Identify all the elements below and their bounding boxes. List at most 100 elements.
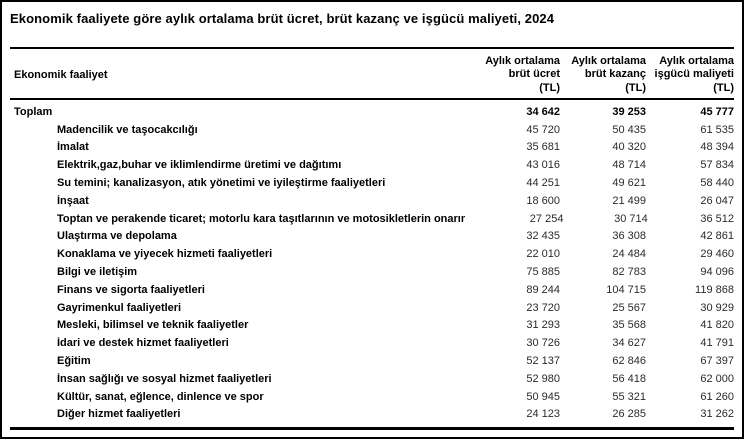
row-label: Toplam: [14, 105, 53, 118]
row-value-gross-wage: 52 980: [526, 372, 560, 385]
row-value-gross-earnings: 48 714: [612, 159, 646, 172]
row-value-labour-cost: 58 440: [700, 177, 734, 190]
table-row: Finans ve sigorta faaliyetleri 89 244 10…: [10, 281, 734, 299]
table-row: Mesleki, bilimsel ve teknik faaliyetler …: [10, 317, 734, 335]
table-row: Elektrik,gaz,buhar ve iklimlendirme üret…: [10, 156, 734, 174]
row-label: Eğitim: [57, 355, 91, 368]
row-value-labour-cost: 48 394: [700, 141, 734, 154]
column-header-labour-cost: Aylık ortalama işgücü maliyeti (TL): [654, 54, 734, 94]
row-value-gross-earnings: 56 418: [612, 372, 646, 385]
row-value-gross-earnings: 35 568: [612, 319, 646, 332]
row-value-gross-earnings: 30 714: [614, 212, 648, 225]
row-value-labour-cost: 29 460: [700, 248, 734, 261]
table-header-row: Ekonomik faaliyet Aylık ortalama brüt üc…: [10, 49, 734, 96]
table-row: Diğer hizmet faaliyetleri 24 123 26 285 …: [10, 406, 734, 424]
table-row: Eğitim 52 137 62 846 67 397: [10, 352, 734, 370]
table-row: Bilgi ve iletişim 75 885 82 783 94 096: [10, 263, 734, 281]
page-title: Ekonomik faaliyete göre aylık ortalama b…: [10, 11, 555, 26]
row-value-gross-earnings: 24 484: [612, 248, 646, 261]
table-row: İmalat 35 681 40 320 48 394: [10, 139, 734, 157]
row-value-gross-wage: 52 137: [526, 355, 560, 368]
row-label: Diğer hizmet faaliyetleri: [57, 408, 181, 421]
row-value-gross-wage: 22 010: [526, 248, 560, 261]
row-value-gross-earnings: 62 846: [612, 355, 646, 368]
row-value-gross-earnings: 25 567: [612, 301, 646, 314]
row-value-gross-wage: 32 435: [526, 230, 560, 243]
table-row: Konaklama ve yiyecek hizmeti faaliyetler…: [10, 245, 734, 263]
row-label: Su temini; kanalizasyon, atık yönetimi v…: [57, 177, 386, 190]
table-row: İdari ve destek hizmet faaliyetleri 30 7…: [10, 334, 734, 352]
row-label: Gayrimenkul faaliyetleri: [57, 301, 182, 314]
row-value-gross-earnings: 49 621: [612, 177, 646, 190]
row-label: Toptan ve perakende ticaret; motorlu kar…: [57, 212, 466, 225]
row-label: İmalat: [57, 141, 89, 154]
row-value-gross-wage: 50 945: [526, 390, 560, 403]
row-value-gross-earnings: 39 253: [612, 105, 646, 118]
row-value-gross-wage: 18 600: [526, 194, 560, 207]
table-body: Toplam 34 642 39 253 45 777 Madencilik v…: [10, 100, 734, 423]
row-value-labour-cost: 119 868: [695, 283, 734, 296]
row-value-labour-cost: 57 834: [700, 159, 734, 172]
row-value-labour-cost: 45 777: [700, 105, 734, 118]
row-value-labour-cost: 26 047: [700, 194, 734, 207]
column-header-economic-activity: Ekonomik faaliyet: [14, 69, 108, 81]
row-value-gross-wage: 24 123: [526, 408, 560, 421]
table-row: Ulaştırma ve depolama 32 435 36 308 42 8…: [10, 228, 734, 246]
row-value-gross-earnings: 104 715: [606, 283, 646, 296]
row-value-labour-cost: 67 397: [700, 355, 734, 368]
column-header-gross-wage: Aylık ortalama brüt ücret (TL): [485, 54, 560, 94]
row-value-labour-cost: 61 535: [700, 123, 734, 136]
row-value-gross-wage: 31 293: [526, 319, 560, 332]
row-value-gross-wage: 27 254: [529, 212, 564, 225]
table-row: İnsan sağlığı ve sosyal hizmet faaliyetl…: [10, 370, 734, 388]
table-row: Madencilik ve taşocakcılığı 45 720 50 43…: [10, 121, 734, 139]
row-value-labour-cost: 31 262: [700, 408, 734, 421]
row-label: İnşaat: [57, 194, 89, 207]
row-label: İnsan sağlığı ve sosyal hizmet faaliyetl…: [57, 372, 272, 385]
row-value-gross-earnings: 21 499: [612, 194, 646, 207]
row-label: Elektrik,gaz,buhar ve iklimlendirme üret…: [57, 159, 342, 172]
row-value-gross-wage: 30 726: [526, 337, 560, 350]
row-value-gross-wage: 34 642: [526, 105, 560, 118]
row-value-gross-earnings: 26 285: [612, 408, 646, 421]
table-top-rule: [10, 47, 734, 49]
row-value-gross-wage: 75 885: [526, 266, 560, 279]
row-label: Kültür, sanat, eğlence, dinlence ve spor: [57, 390, 264, 403]
table-row: İnşaat 18 600 21 499 26 047: [10, 192, 734, 210]
row-value-labour-cost: 94 096: [700, 266, 734, 279]
row-label: Bilgi ve iletişim: [57, 266, 138, 279]
table-header-rule: [10, 98, 734, 100]
column-header-gross-earnings: Aylık ortalama brüt kazanç (TL): [571, 54, 646, 94]
row-label: Madencilik ve taşocakcılığı: [57, 123, 198, 136]
row-value-labour-cost: 41 791: [700, 337, 734, 350]
row-label: Ulaştırma ve depolama: [57, 230, 177, 243]
row-value-gross-wage: 45 720: [526, 123, 560, 136]
table-row: Kültür, sanat, eğlence, dinlence ve spor…: [10, 388, 734, 406]
table-row: Toptan ve perakende ticaret; motorlu kar…: [10, 210, 734, 228]
row-value-gross-earnings: 34 627: [612, 337, 646, 350]
row-label: Mesleki, bilimsel ve teknik faaliyetler: [57, 319, 249, 332]
row-value-labour-cost: 61 260: [700, 390, 734, 403]
row-value-gross-earnings: 40 320: [612, 141, 646, 154]
row-label: İdari ve destek hizmet faaliyetleri: [57, 337, 229, 350]
row-value-labour-cost: 30 929: [700, 301, 734, 314]
table-row: Gayrimenkul faaliyetleri 23 720 25 567 3…: [10, 299, 734, 317]
row-value-gross-wage: 44 251: [526, 177, 560, 190]
row-value-gross-earnings: 50 435: [612, 123, 646, 136]
row-label: Konaklama ve yiyecek hizmeti faaliyetler…: [57, 248, 273, 261]
row-value-gross-earnings: 36 308: [612, 230, 646, 243]
table-bottom-rule: [10, 427, 734, 431]
table-row: Toplam 34 642 39 253 45 777: [10, 103, 734, 121]
row-value-labour-cost: 42 861: [700, 230, 734, 243]
row-value-labour-cost: 62 000: [700, 372, 734, 385]
row-value-gross-wage: 23 720: [526, 301, 560, 314]
table-row: Su temini; kanalizasyon, atık yönetimi v…: [10, 174, 734, 192]
row-value-gross-earnings: 82 783: [612, 266, 646, 279]
row-value-gross-wage: 35 681: [526, 141, 560, 154]
row-value-gross-wage: 89 244: [526, 283, 560, 296]
row-value-labour-cost: 41 820: [700, 319, 734, 332]
row-value-gross-wage: 43 016: [526, 159, 560, 172]
row-label: Finans ve sigorta faaliyetleri: [57, 283, 205, 296]
row-value-labour-cost: 36 512: [700, 212, 734, 225]
